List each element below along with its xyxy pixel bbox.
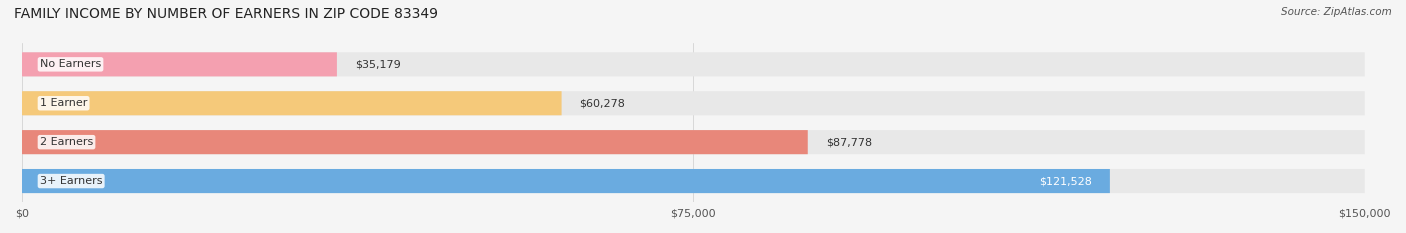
Text: $60,278: $60,278: [579, 98, 626, 108]
FancyBboxPatch shape: [22, 169, 1109, 193]
FancyBboxPatch shape: [22, 169, 1365, 193]
FancyBboxPatch shape: [22, 91, 561, 115]
FancyBboxPatch shape: [22, 91, 1365, 115]
Text: $121,528: $121,528: [1039, 176, 1092, 186]
Text: $35,179: $35,179: [354, 59, 401, 69]
Text: 3+ Earners: 3+ Earners: [39, 176, 103, 186]
FancyBboxPatch shape: [22, 130, 1365, 154]
Text: Source: ZipAtlas.com: Source: ZipAtlas.com: [1281, 7, 1392, 17]
Text: 1 Earner: 1 Earner: [39, 98, 87, 108]
Text: FAMILY INCOME BY NUMBER OF EARNERS IN ZIP CODE 83349: FAMILY INCOME BY NUMBER OF EARNERS IN ZI…: [14, 7, 439, 21]
FancyBboxPatch shape: [22, 52, 1365, 76]
Text: $87,778: $87,778: [825, 137, 872, 147]
FancyBboxPatch shape: [22, 130, 808, 154]
Text: No Earners: No Earners: [39, 59, 101, 69]
Text: 2 Earners: 2 Earners: [39, 137, 93, 147]
FancyBboxPatch shape: [22, 52, 337, 76]
